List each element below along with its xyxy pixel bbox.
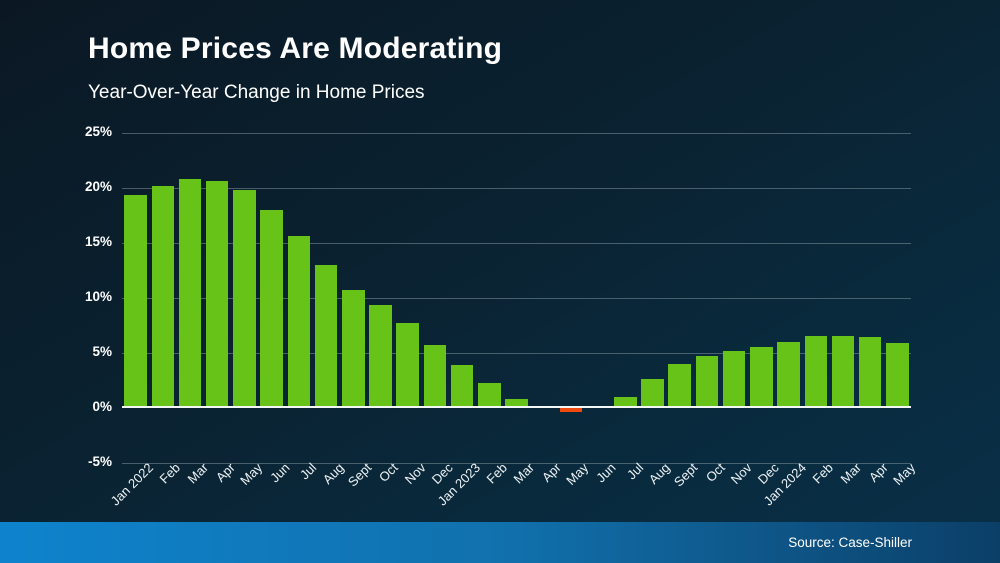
bar-may <box>233 189 256 408</box>
x-tick-label-aug-7: Aug <box>319 460 347 487</box>
gridline-5% <box>122 352 911 354</box>
x-tick-label-may-28: May <box>890 460 919 488</box>
bar-feb <box>151 186 175 408</box>
y-tick-label-20%: 20% <box>84 179 112 194</box>
y-tick-label-0%: 0% <box>92 399 112 414</box>
y-tick-label--5%: -5% <box>87 454 112 469</box>
y-tick-label-5%: 5% <box>92 344 112 359</box>
bar-jul <box>614 396 637 408</box>
x-tick-label-oct-9: Oct <box>376 460 402 485</box>
x-tick-label-apr-3: Apr <box>212 460 238 485</box>
y-axis-labels: 25% 20% 15% 10% 5% 0% -5% <box>0 120 112 505</box>
bar-nov <box>722 351 746 408</box>
bar-dec <box>750 347 773 408</box>
bar-oct <box>369 305 392 408</box>
x-tick-label-apr-27: Apr <box>865 460 891 485</box>
bar-mar <box>831 336 855 408</box>
bar-aug <box>641 378 664 408</box>
gridline--5% <box>122 462 911 464</box>
y-tick-label-15%: 15% <box>84 234 112 249</box>
zero-baseline <box>122 405 911 408</box>
x-tick-label-sept-20: Sept <box>670 460 701 490</box>
x-tick-label-sept-8: Sept <box>344 460 374 490</box>
bar-may <box>559 408 583 413</box>
x-tick-label-mar-26: Mar <box>837 460 864 487</box>
gridline-15% <box>122 242 911 244</box>
bar-jan-2023 <box>450 364 474 408</box>
x-tick-label-aug-19: Aug <box>646 460 674 487</box>
x-tick-label-nov-10: Nov <box>401 460 429 487</box>
bar-jun <box>260 209 283 408</box>
page-title: Home Prices Are Moderating <box>88 32 503 65</box>
page-subtitle: Year-Over-Year Change in Home Prices <box>88 82 425 103</box>
x-tick-label-jun-5: Jun <box>266 460 293 486</box>
bar-sept <box>342 289 365 408</box>
x-tick-label-jan-2022-0: Jan 2022 <box>107 460 157 509</box>
x-tick-label-oct-21: Oct <box>702 460 728 485</box>
bar-mar <box>505 398 528 408</box>
gridline-25% <box>122 132 911 134</box>
bar-jul <box>287 235 311 408</box>
bar-sept <box>668 363 691 408</box>
x-tick-label-feb-13: Feb <box>483 460 510 487</box>
x-tick-label-feb-25: Feb <box>809 460 837 487</box>
bar-apr <box>205 180 229 408</box>
bar-jan-2024 <box>777 341 800 408</box>
x-tick-label-mar-14: Mar <box>510 460 538 487</box>
bar-may <box>886 342 909 408</box>
x-tick-label-may-4: May <box>237 460 266 488</box>
x-tick-label-mar-2: Mar <box>184 460 211 487</box>
bar-feb <box>478 383 501 408</box>
gridline-10% <box>122 297 911 299</box>
x-tick-label-feb-1: Feb <box>156 460 184 487</box>
bar-feb <box>804 336 828 408</box>
bar-apr <box>858 337 882 408</box>
x-tick-label-jun-17: Jun <box>593 460 619 486</box>
bar-mar <box>178 178 202 408</box>
bar-dec <box>423 344 447 408</box>
bar-jan-2022 <box>124 195 147 408</box>
bar-oct <box>695 355 719 408</box>
x-tick-label-apr-15: Apr <box>539 460 565 485</box>
x-tick-label-nov-22: Nov <box>727 460 755 487</box>
gridline-20% <box>122 187 911 189</box>
bar-aug <box>314 264 338 408</box>
bar-chart: Jan 2022 Feb Mar Apr May Jun Jul Aug Sept Oct Nov D… <box>108 120 918 508</box>
x-tick-label-may-16: May <box>563 460 592 488</box>
y-tick-label-10%: 10% <box>84 289 112 304</box>
y-tick-label-25%: 25% <box>84 124 112 139</box>
footer-bar: Source: Case-Shiller <box>0 522 1000 563</box>
source-attribution: Source: Case-Shiller <box>788 535 912 550</box>
bar-nov <box>396 322 419 408</box>
